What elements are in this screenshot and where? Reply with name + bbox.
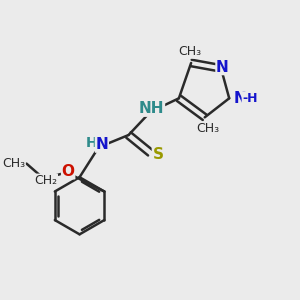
Text: CH₃: CH₃	[178, 45, 201, 58]
Text: CH₃: CH₃	[2, 157, 25, 169]
Text: NH: NH	[139, 101, 164, 116]
Text: N: N	[216, 59, 229, 74]
Text: S: S	[152, 147, 164, 162]
Text: N: N	[234, 91, 247, 106]
Text: -H: -H	[242, 92, 258, 105]
Text: H: H	[85, 136, 97, 150]
Text: O: O	[61, 164, 75, 179]
Text: CH₂: CH₂	[34, 174, 57, 187]
Text: N: N	[95, 137, 108, 152]
Text: CH₃: CH₃	[196, 122, 219, 135]
